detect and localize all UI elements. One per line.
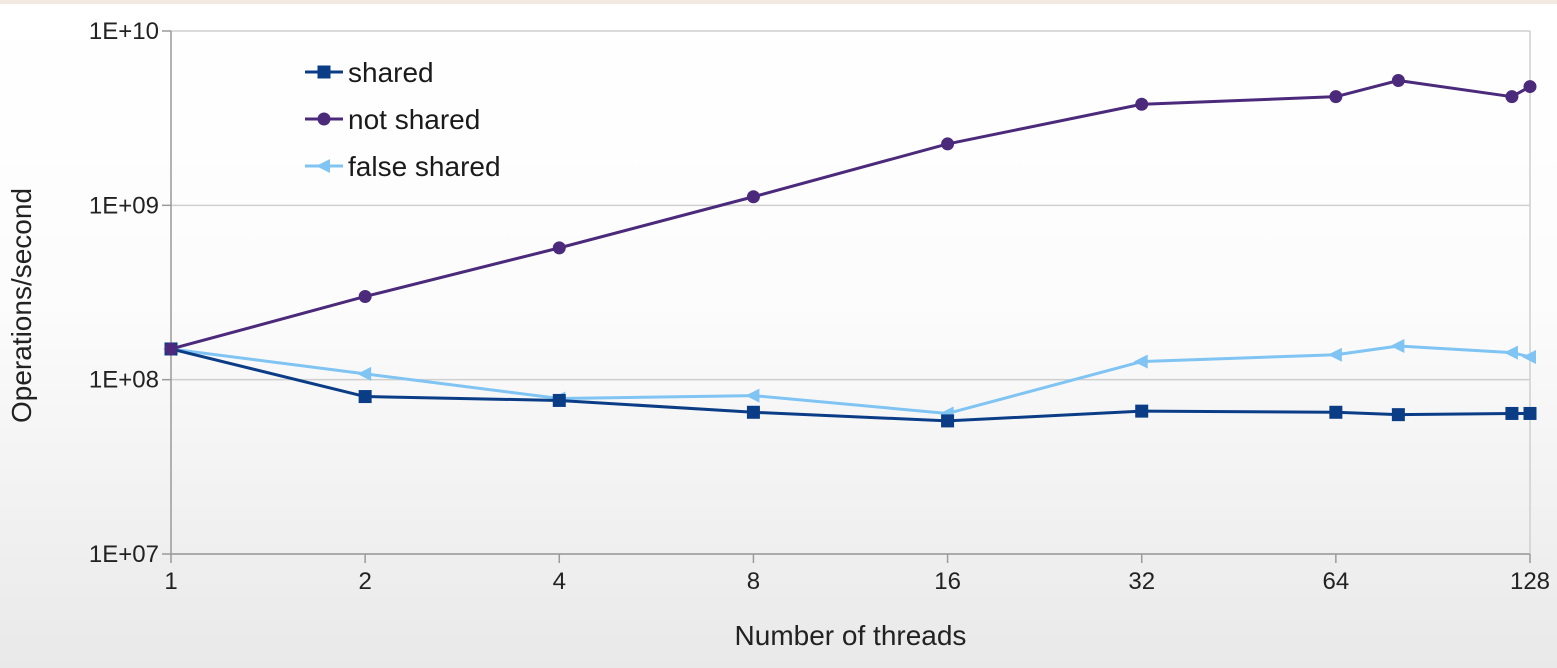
data-point xyxy=(746,405,760,419)
legend-entry: not shared xyxy=(305,104,480,135)
series-line xyxy=(170,344,1531,415)
data-point xyxy=(941,414,955,428)
axes xyxy=(162,30,1531,563)
series-lines xyxy=(163,74,1537,428)
data-point xyxy=(164,342,178,356)
legend-marker xyxy=(317,112,331,126)
data-point xyxy=(745,388,760,403)
legend-label: not shared xyxy=(348,104,480,135)
data-point xyxy=(552,393,566,407)
x-tick-label: 1 xyxy=(164,568,177,595)
data-point xyxy=(1391,408,1405,422)
data-point xyxy=(1329,405,1343,419)
x-tick-label: 128 xyxy=(1510,568,1550,595)
legend-label: shared xyxy=(348,57,434,88)
x-tick-label: 8 xyxy=(747,568,760,595)
y-axis-title: Operations/second xyxy=(6,188,37,423)
y-tick-label: 1E+09 xyxy=(89,192,159,219)
y-tick-label: 1E+08 xyxy=(89,367,159,394)
data-point xyxy=(1327,347,1342,362)
legend-label: false shared xyxy=(348,151,501,182)
data-point xyxy=(358,390,372,404)
data-point xyxy=(941,137,955,151)
x-tick-label: 4 xyxy=(553,568,566,595)
legend: shared not shared false shared xyxy=(305,57,501,182)
data-point xyxy=(1522,349,1536,364)
data-point xyxy=(1505,90,1519,104)
legend-entry: shared xyxy=(305,57,434,88)
x-tick-label: 64 xyxy=(1323,568,1350,595)
data-point xyxy=(552,241,566,255)
x-axis-title: Number of threads xyxy=(735,620,967,651)
tick-labels: 1E+07 1E+08 1E+09 1E+10 1 2 4 8 16 32 64 128 xyxy=(89,18,1550,595)
data-point xyxy=(1390,338,1405,353)
y-tick-label: 1E+10 xyxy=(89,18,159,45)
data-point xyxy=(357,366,372,381)
y-tick-label: 1E+07 xyxy=(89,541,159,568)
data-point xyxy=(1133,354,1148,369)
data-point xyxy=(746,190,760,204)
legend-marker xyxy=(317,65,331,79)
x-tick-label: 2 xyxy=(358,568,371,595)
series-line xyxy=(170,79,1531,351)
series-not-shared xyxy=(164,74,1537,356)
x-tick-label: 32 xyxy=(1128,568,1155,595)
data-point xyxy=(1135,404,1149,418)
data-point xyxy=(1391,74,1405,88)
data-point xyxy=(1135,97,1149,111)
series-line xyxy=(170,347,1530,423)
data-point xyxy=(1505,406,1519,420)
data-point xyxy=(1523,406,1537,420)
legend-entry: false shared xyxy=(305,151,501,182)
data-point xyxy=(1329,90,1343,104)
data-point xyxy=(1503,345,1518,360)
data-point xyxy=(358,289,372,303)
x-tick-label: 16 xyxy=(934,568,961,595)
legend-marker xyxy=(316,159,330,173)
series-shared xyxy=(164,342,1537,428)
top-border-strip xyxy=(0,0,1557,4)
data-point xyxy=(1523,80,1537,94)
